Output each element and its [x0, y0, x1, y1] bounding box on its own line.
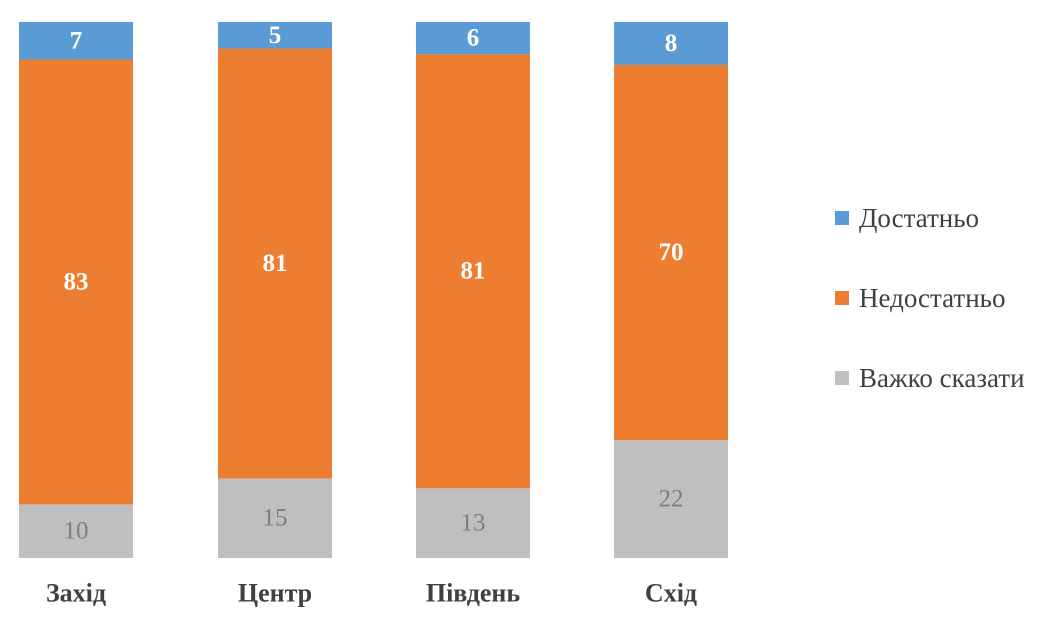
- data-label-0-2: 7: [70, 27, 83, 54]
- data-label-0-0: 10: [64, 518, 89, 545]
- data-label-2-2: 6: [467, 25, 480, 52]
- legend-item-hard-to-say: Важко сказати: [835, 358, 1025, 398]
- legend-swatch-sufficient: [835, 211, 849, 225]
- bar-segment-1-2: [218, 22, 332, 49]
- bar-segment-0-1: [19, 59, 133, 505]
- legend-item-insufficient: Недостатньо: [835, 278, 1025, 318]
- data-label-1-0: 15: [263, 505, 288, 532]
- bar-segment-3-2: [614, 22, 728, 65]
- category-label-2: Південь: [426, 579, 521, 608]
- bar-segment-0-2: [19, 22, 133, 60]
- data-label-0-1: 83: [64, 268, 89, 295]
- bar-segment-1-1: [218, 48, 332, 479]
- legend: Достатньо Недостатньо Важко сказати: [835, 198, 1025, 438]
- bar-segment-3-1: [614, 64, 728, 441]
- category-label-1: Центр: [238, 579, 312, 608]
- legend-swatch-insufficient: [835, 291, 849, 305]
- data-label-2-0: 13: [461, 510, 486, 537]
- data-label-3-2: 8: [665, 30, 678, 57]
- bar-segment-3-0: [614, 440, 728, 558]
- data-label-3-0: 22: [659, 486, 684, 513]
- data-label-1-2: 5: [269, 22, 282, 49]
- bar-segment-1-0: [218, 478, 332, 558]
- category-label-3: Схід: [645, 579, 697, 608]
- bar-segment-0-0: [19, 504, 133, 558]
- legend-label-hard-to-say: Важко сказати: [859, 362, 1025, 393]
- bar-segment-2-1: [416, 54, 530, 489]
- data-label-3-1: 70: [659, 239, 684, 266]
- data-label-2-1: 81: [461, 258, 486, 285]
- legend-label-sufficient: Достатньо: [859, 202, 980, 233]
- category-label-0: Захід: [46, 579, 106, 608]
- data-label-1-1: 81: [263, 250, 288, 277]
- legend-item-sufficient: Достатньо: [835, 198, 1025, 238]
- legend-swatch-hard-to-say: [835, 371, 849, 385]
- bar-segment-2-0: [416, 488, 530, 558]
- legend-label-insufficient: Недостатньо: [859, 282, 1006, 313]
- bar-segment-2-2: [416, 22, 530, 55]
